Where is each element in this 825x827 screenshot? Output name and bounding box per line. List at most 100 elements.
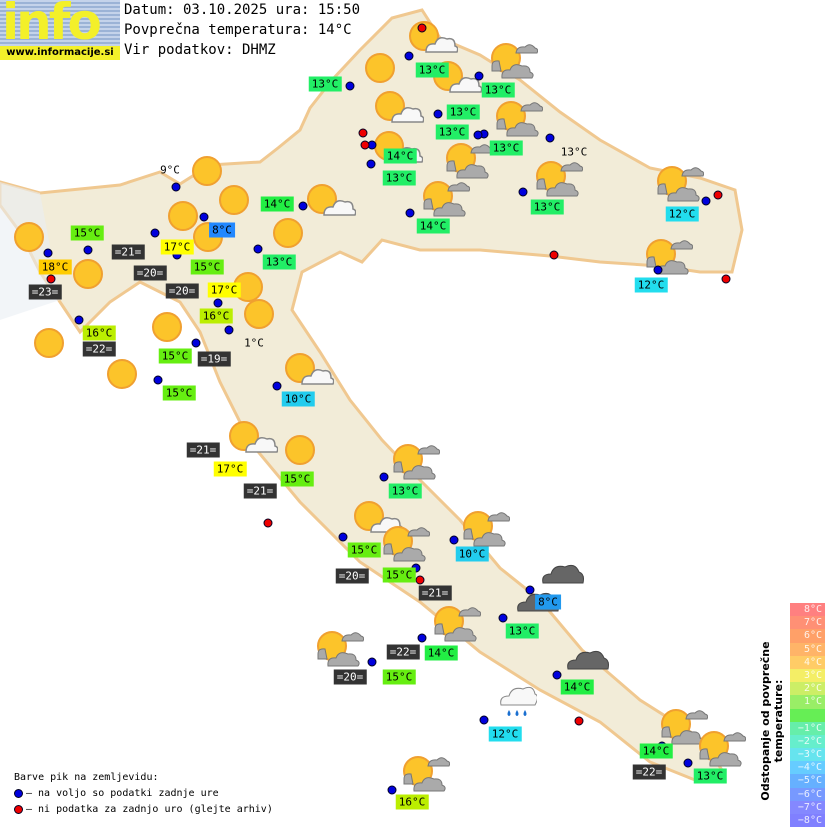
temperature-label[interactable]: 12°C	[665, 206, 699, 222]
temperature-label[interactable]: 15°C	[70, 225, 104, 241]
sea-temperature-label[interactable]: =20=	[335, 568, 369, 584]
station-dot-blue[interactable]	[298, 201, 308, 211]
temperature-label[interactable]: 13°C	[560, 145, 588, 159]
station-dot-blue[interactable]	[338, 532, 348, 542]
temperature-label[interactable]: 15°C	[158, 348, 192, 364]
sea-temperature-label[interactable]: =22=	[386, 644, 420, 660]
sea-temperature-label[interactable]: =23=	[28, 284, 62, 300]
station-dot-red[interactable]	[713, 190, 723, 200]
station-dot-blue[interactable]	[552, 670, 562, 680]
temperature-label[interactable]: 16°C	[395, 794, 429, 810]
temperature-label[interactable]: 15°C	[162, 385, 196, 401]
station-dot-blue[interactable]	[387, 785, 397, 795]
temperature-label[interactable]: 17°C	[207, 282, 241, 298]
temperature-label[interactable]: 17°C	[213, 461, 247, 477]
temperature-label[interactable]: 13°C	[481, 82, 515, 98]
temperature-label[interactable]: 15°C	[382, 567, 416, 583]
temperature-label[interactable]: 14°C	[260, 196, 294, 212]
station-dot-blue[interactable]	[379, 472, 389, 482]
station-dot-blue[interactable]	[272, 381, 282, 391]
sea-temperature-label[interactable]: =21=	[111, 244, 145, 260]
logo[interactable]: info www.informacije.si	[0, 0, 120, 60]
sea-temperature-label[interactable]: =20=	[133, 265, 167, 281]
station-dot-blue[interactable]	[433, 109, 443, 119]
station-dot-red[interactable]	[417, 23, 427, 33]
temperature-label[interactable]: 15°C	[382, 669, 416, 685]
temperature-label[interactable]: 17°C	[160, 239, 194, 255]
temperature-label[interactable]: 13°C	[446, 104, 480, 120]
station-dot-blue[interactable]	[224, 325, 234, 335]
temperature-label[interactable]: 14°C	[639, 743, 673, 759]
station-dot-blue[interactable]	[701, 196, 711, 206]
station-dot-blue[interactable]	[43, 248, 53, 258]
temperature-label[interactable]: 8°C	[209, 222, 235, 238]
temperature-label[interactable]: 14°C	[560, 679, 594, 695]
station-dot-blue[interactable]	[171, 182, 181, 192]
station-dot-blue[interactable]	[449, 535, 459, 545]
station-dot-blue[interactable]	[199, 212, 209, 222]
station-dot-blue[interactable]	[405, 208, 415, 218]
sea-temperature-label[interactable]: =21=	[243, 483, 277, 499]
station-dot-blue[interactable]	[366, 159, 376, 169]
station-dot-blue[interactable]	[545, 133, 555, 143]
station-dot-red[interactable]	[358, 128, 368, 138]
temperature-label[interactable]: 13°C	[505, 623, 539, 639]
temperature-label[interactable]: 14°C	[383, 148, 417, 164]
station-dot-blue[interactable]	[83, 245, 93, 255]
temperature-label[interactable]: 13°C	[308, 76, 342, 92]
temperature-label[interactable]: 14°C	[424, 645, 458, 661]
temperature-label[interactable]: 16°C	[82, 325, 116, 341]
sea-temperature-label[interactable]: =21=	[418, 585, 452, 601]
temperature-label[interactable]: 16°C	[199, 308, 233, 324]
temperature-label[interactable]: 9°C	[160, 163, 180, 177]
temperature-label[interactable]: 13°C	[262, 254, 296, 270]
station-dot-blue[interactable]	[213, 298, 223, 308]
station-dot-blue[interactable]	[474, 71, 484, 81]
sea-temperature-label[interactable]: =22=	[82, 341, 116, 357]
station-dot-blue[interactable]	[404, 51, 414, 61]
station-dot-red[interactable]	[574, 716, 584, 726]
station-dot-blue[interactable]	[153, 375, 163, 385]
station-dot-red[interactable]	[360, 140, 370, 150]
temperature-label[interactable]: 12°C	[488, 726, 522, 742]
temperature-label[interactable]: 13°C	[388, 483, 422, 499]
temperature-label[interactable]: 14°C	[416, 218, 450, 234]
station-dot-blue[interactable]	[417, 633, 427, 643]
temperature-label[interactable]: 13°C	[489, 140, 523, 156]
sea-temperature-label[interactable]: =20=	[165, 283, 199, 299]
station-dot-blue[interactable]	[518, 187, 528, 197]
temperature-label[interactable]: 15°C	[347, 542, 381, 558]
station-dot-blue[interactable]	[473, 130, 483, 140]
station-dot-blue[interactable]	[479, 715, 489, 725]
station-dot-red[interactable]	[46, 274, 56, 284]
station-dot-red[interactable]	[721, 274, 731, 284]
sea-temperature-label[interactable]: =20=	[333, 669, 367, 685]
station-dot-red[interactable]	[263, 518, 273, 528]
temperature-label[interactable]: 13°C	[435, 124, 469, 140]
temperature-label[interactable]: 12°C	[634, 277, 668, 293]
station-dot-blue[interactable]	[191, 338, 201, 348]
temperature-label[interactable]: 18°C	[38, 259, 72, 275]
station-dot-blue[interactable]	[367, 657, 377, 667]
temperature-label[interactable]: 13°C	[382, 170, 416, 186]
temperature-label[interactable]: 13°C	[415, 62, 449, 78]
temperature-label[interactable]: 10°C	[455, 546, 489, 562]
station-dot-blue[interactable]	[525, 585, 535, 595]
temperature-label[interactable]: 13°C	[530, 199, 564, 215]
temperature-label[interactable]: 8°C	[535, 594, 561, 610]
sea-temperature-label[interactable]: =19=	[197, 351, 231, 367]
station-dot-blue[interactable]	[683, 758, 693, 768]
sea-temperature-label[interactable]: =22=	[632, 764, 666, 780]
temperature-label[interactable]: 15°C	[280, 471, 314, 487]
station-dot-red[interactable]	[415, 575, 425, 585]
station-dot-blue[interactable]	[150, 228, 160, 238]
temperature-label[interactable]: 15°C	[190, 259, 224, 275]
station-dot-blue[interactable]	[74, 315, 84, 325]
station-dot-blue[interactable]	[498, 613, 508, 623]
station-dot-blue[interactable]	[653, 265, 663, 275]
station-dot-red[interactable]	[549, 250, 559, 260]
temperature-label[interactable]: 1°C	[244, 336, 264, 350]
temperature-label[interactable]: 13°C	[693, 768, 727, 784]
station-dot-blue[interactable]	[253, 244, 263, 254]
logo-url[interactable]: www.informacije.si	[0, 46, 120, 60]
